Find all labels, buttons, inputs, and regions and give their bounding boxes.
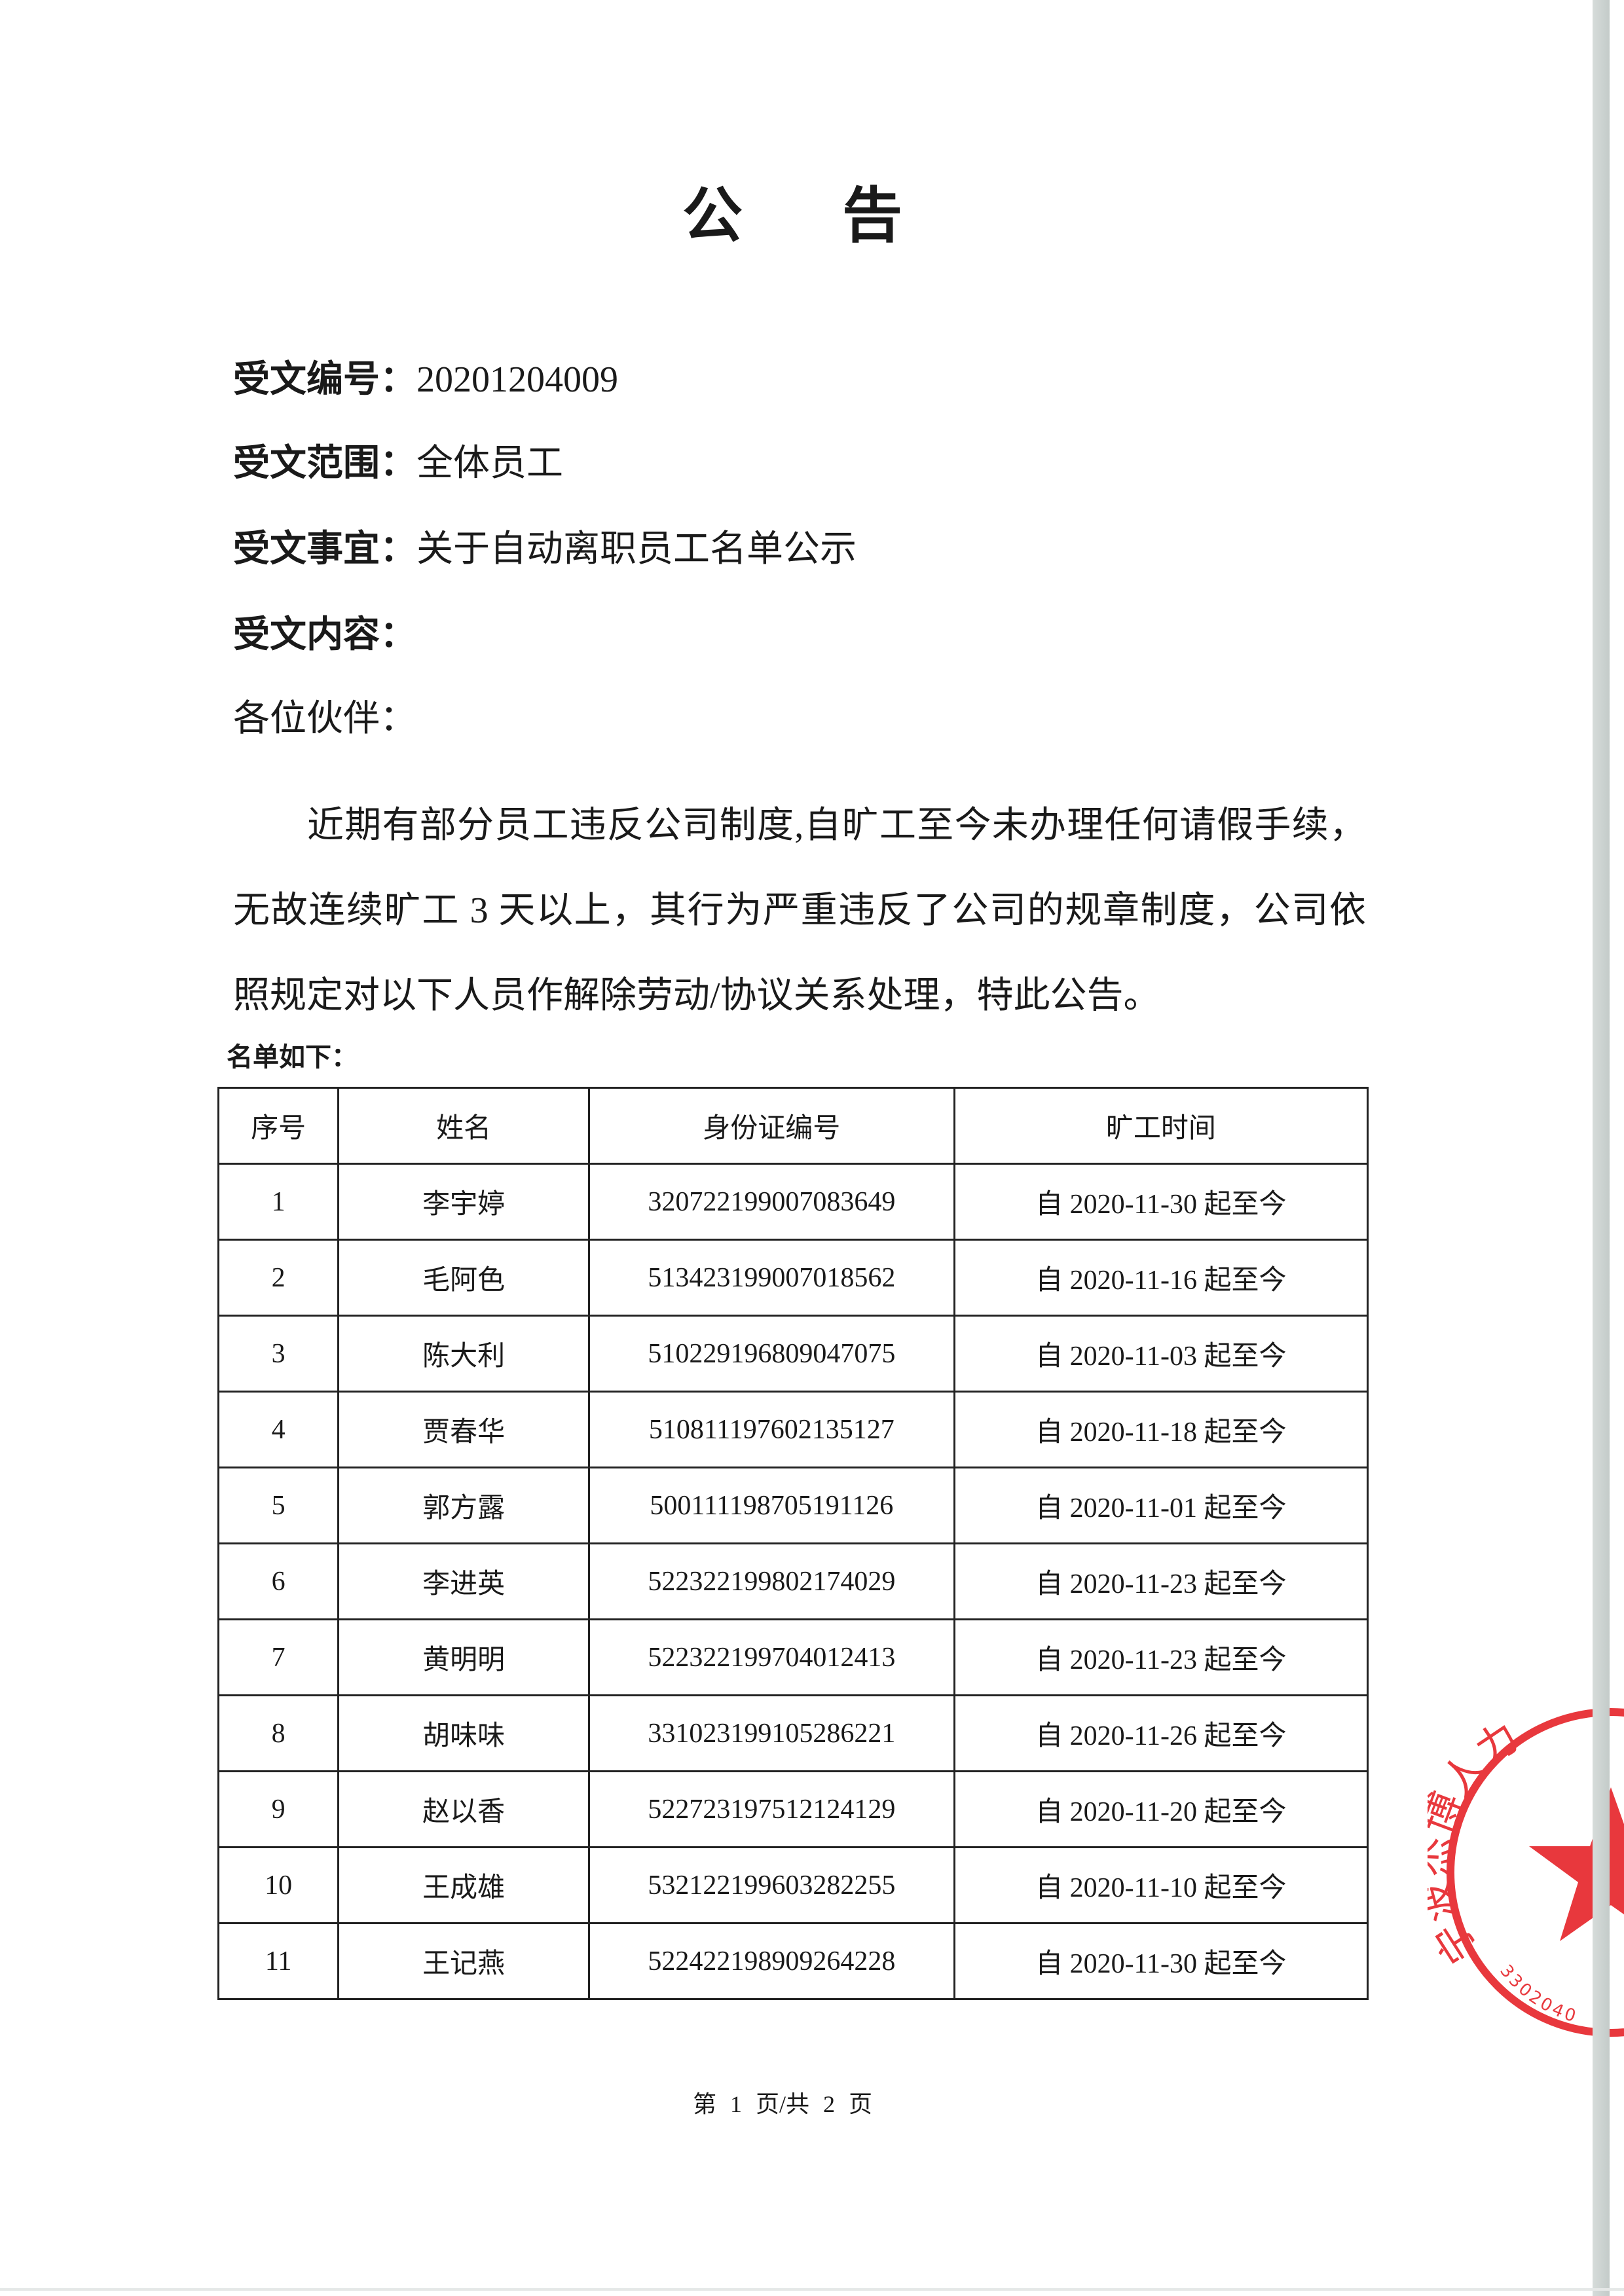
table-row: 11 王记燕 522422198909264228 自 2020-11-30 起至今	[217, 1922, 1369, 2000]
cell-id: 510811197602135127	[587, 1391, 955, 1468]
cell-name: 黄明明	[337, 1618, 590, 1696]
seal-ring	[1447, 1708, 1624, 2037]
table-row: 2 毛阿色 513423199007018562 自 2020-11-16 起至今	[217, 1239, 1369, 1317]
meta-label: 受文编号：	[233, 359, 416, 400]
cell-index: 8	[217, 1694, 340, 1772]
table-row: 3 陈大利 510229196809047075 自 2020-11-03 起至今	[217, 1315, 1369, 1393]
meta-value: 全体员工	[416, 443, 563, 484]
cell-id: 522723197512124129	[587, 1770, 955, 1848]
cell-id: 513423199007018562	[587, 1239, 955, 1317]
header-index: 序号	[217, 1087, 340, 1165]
cell-name: 胡味味	[337, 1694, 590, 1772]
scan-edge	[1593, 0, 1610, 2296]
cell-index: 2	[217, 1239, 340, 1317]
cell-index: 4	[217, 1391, 340, 1468]
cell-id: 320722199007083649	[587, 1163, 955, 1241]
cell-absence: 自 2020-11-16 起至今	[953, 1239, 1369, 1317]
cell-id: 500111198705191126	[587, 1467, 955, 1544]
table-row: 4 贾春华 510811197602135127 自 2020-11-18 起至今	[217, 1391, 1369, 1468]
cell-name: 郭方露	[337, 1467, 590, 1544]
cell-index: 6	[217, 1542, 340, 1620]
table-row: 9 赵以香 522723197512124129 自 2020-11-20 起至今	[217, 1770, 1369, 1848]
cell-id: 532122199603282255	[587, 1846, 955, 1924]
page-footer: 第 1 页/共 2 页	[692, 2091, 872, 2117]
cell-id: 522322199802174029	[587, 1542, 955, 1620]
page-title: 公 告	[682, 180, 942, 251]
table-row: 7 黄明明 522322199704012413 自 2020-11-23 起至今	[217, 1618, 1369, 1696]
cell-id: 331023199105286221	[587, 1694, 955, 1772]
cell-name: 毛阿色	[337, 1239, 590, 1317]
cell-index: 10	[217, 1846, 340, 1924]
header-id: 身份证编号	[587, 1087, 955, 1165]
cell-name: 王记燕	[337, 1922, 590, 2000]
table-header-row: 序号 姓名 身份证编号 旷工时间	[217, 1087, 1369, 1165]
cell-index: 11	[217, 1922, 340, 2000]
meta-scope: 受文范围：全体员工	[233, 441, 563, 486]
body-paragraph: 近期有部分员工违反公司制度,自旷工至今未办理任何请假手续，无故连续旷工 3 天以…	[233, 805, 1366, 1016]
table-row: 10 王成雄 532122199603282255 自 2020-11-10 起至今	[217, 1846, 1369, 1924]
scan-bottom-edge	[0, 2288, 1624, 2291]
meta-value: 20201204009	[416, 359, 618, 400]
cell-absence: 自 2020-11-23 起至今	[953, 1542, 1369, 1620]
cell-id: 510229196809047075	[587, 1315, 955, 1393]
cell-name: 贾春华	[337, 1391, 590, 1468]
meta-label: 受文事宜：	[233, 529, 416, 570]
cell-name: 陈大利	[337, 1315, 590, 1393]
table-row: 5 郭方露 500111198705191126 自 2020-11-01 起至今	[217, 1467, 1369, 1544]
cell-name: 李宇婷	[337, 1163, 590, 1241]
header-absence: 旷工时间	[953, 1087, 1369, 1165]
cell-absence: 自 2020-11-26 起至今	[953, 1694, 1369, 1772]
cell-absence: 自 2020-11-30 起至今	[953, 1922, 1369, 2000]
salutation: 各位伙伴：	[233, 699, 416, 739]
meta-content: 受文内容：	[233, 612, 416, 658]
cell-index: 7	[217, 1618, 340, 1696]
cell-absence: 自 2020-11-03 起至今	[953, 1315, 1369, 1393]
table-row: 8 胡味味 331023199105286221 自 2020-11-26 起至今	[217, 1694, 1369, 1772]
cell-absence: 自 2020-11-30 起至今	[953, 1163, 1369, 1241]
cell-index: 3	[217, 1315, 340, 1393]
employee-table: 序号 姓名 身份证编号 旷工时间 1 李宇婷 320722199007083649 自…	[217, 1087, 1369, 2000]
meta-label: 受文范围：	[233, 443, 416, 484]
table-row: 6 李进英 522322199802174029 自 2020-11-23 起至今	[217, 1542, 1369, 1620]
meta-label: 受文内容：	[233, 615, 416, 655]
cell-name: 赵以香	[337, 1770, 590, 1848]
meta-subject: 受文事宜：关于自动离职员工名单公示	[233, 526, 857, 572]
header-name: 姓名	[337, 1087, 590, 1165]
company-seal: 宁波杰博人力 3302040	[1428, 1708, 1624, 2037]
cell-absence: 自 2020-11-18 起至今	[953, 1391, 1369, 1468]
cell-absence: 自 2020-11-01 起至今	[953, 1467, 1369, 1544]
star-icon	[1529, 1787, 1624, 1941]
cell-absence: 自 2020-11-23 起至今	[953, 1618, 1369, 1696]
cell-absence: 自 2020-11-20 起至今	[953, 1770, 1369, 1848]
table-row: 1 李宇婷 320722199007083649 自 2020-11-30 起至今	[217, 1163, 1369, 1241]
cell-name: 李进英	[337, 1542, 590, 1620]
list-label: 名单如下：	[227, 1042, 358, 1072]
meta-doc-number: 受文编号：20201204009	[233, 357, 618, 403]
cell-index: 1	[217, 1163, 340, 1241]
cell-id: 522322199704012413	[587, 1618, 955, 1696]
cell-id: 522422198909264228	[587, 1922, 955, 2000]
cell-name: 王成雄	[337, 1846, 590, 1924]
meta-value: 关于自动离职员工名单公示	[416, 529, 857, 570]
seal-text: 宁波杰博人力	[1428, 1713, 1527, 1973]
cell-absence: 自 2020-11-10 起至今	[953, 1846, 1369, 1924]
cell-index: 5	[217, 1467, 340, 1544]
cell-index: 9	[217, 1770, 340, 1848]
